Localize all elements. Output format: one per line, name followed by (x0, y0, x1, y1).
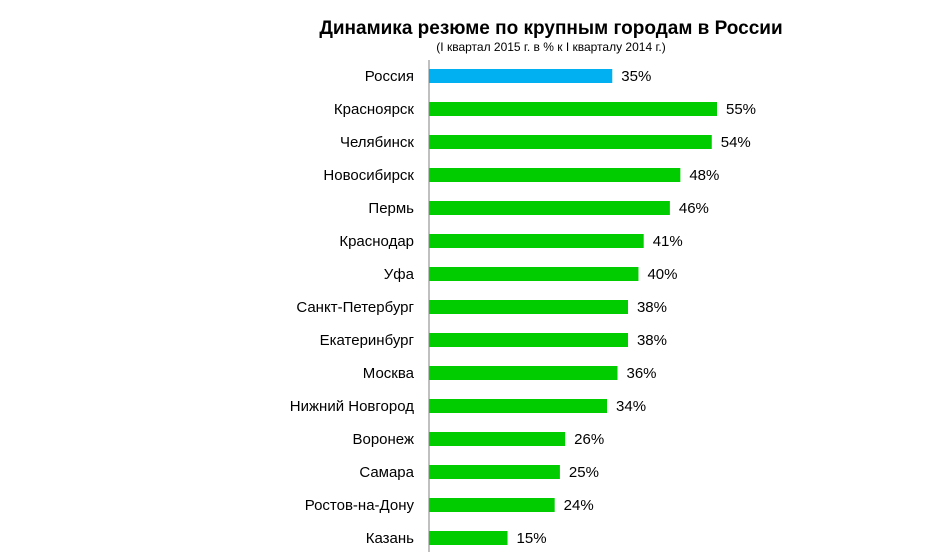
category-label: Новосибирск (323, 167, 414, 184)
bar (429, 300, 628, 314)
category-label: Воронеж (352, 431, 414, 448)
category-label: Нижний Новгород (290, 398, 414, 415)
chart-subtitle: (I квартал 2015 г. в % к I кварталу 2014… (436, 40, 665, 54)
bar (429, 168, 681, 182)
bar (429, 399, 608, 413)
data-label: 55% (726, 101, 756, 118)
category-label: Челябинск (340, 134, 414, 151)
bar (429, 465, 560, 479)
bar (429, 234, 644, 248)
data-label: 54% (721, 134, 751, 151)
category-label: Самара (359, 464, 414, 481)
category-label: Уфа (384, 266, 415, 283)
category-label: Санкт-Петербург (296, 299, 414, 316)
data-label: 38% (637, 332, 667, 349)
data-label: 38% (637, 299, 667, 316)
category-label: Пермь (368, 200, 414, 217)
data-label: 35% (621, 68, 651, 85)
data-label: 15% (517, 530, 547, 547)
data-label: 26% (574, 431, 604, 448)
category-label: Красноярск (334, 101, 415, 118)
data-label: 46% (679, 200, 709, 217)
bar (429, 102, 717, 116)
bar (429, 69, 613, 83)
bar (429, 498, 555, 512)
bar (429, 267, 639, 281)
data-label: 24% (564, 497, 594, 514)
chart-title: Динамика резюме по крупным городам в Рос… (319, 18, 782, 39)
bar (429, 333, 628, 347)
category-label: Москва (363, 365, 415, 382)
data-label: 36% (627, 365, 657, 382)
data-label: 41% (653, 233, 683, 250)
category-label: Ростов-на-Дону (305, 497, 415, 514)
bar (429, 432, 566, 446)
bar (429, 201, 670, 215)
bar (429, 531, 508, 545)
data-label: 48% (689, 167, 719, 184)
bar (429, 135, 712, 149)
category-label: Краснодар (339, 233, 414, 250)
category-label: Казань (366, 530, 414, 547)
bars-group: Россия 35% Красноярск 55% Челябинск 54% Новоси… (290, 68, 756, 547)
bar (429, 366, 618, 380)
category-label: Екатеринбург (320, 332, 415, 349)
data-label: 25% (569, 464, 599, 481)
data-label: 34% (616, 398, 646, 415)
category-label: Россия (365, 68, 414, 85)
data-label: 40% (647, 266, 677, 283)
